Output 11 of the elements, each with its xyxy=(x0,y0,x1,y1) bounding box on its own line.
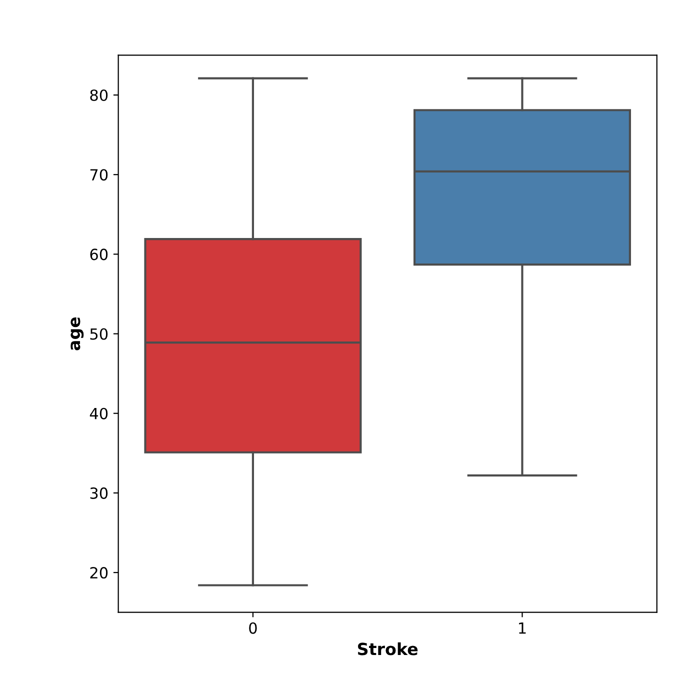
x-tick-label: 0 xyxy=(249,622,257,634)
y-tick-label: 30 xyxy=(90,487,108,499)
y-tick-label: 80 xyxy=(90,89,108,102)
y-tick-label: 50 xyxy=(90,328,108,340)
y-tick-label: 40 xyxy=(90,408,108,420)
x-axis-title: Stroke xyxy=(358,642,418,656)
y-tick-label: 70 xyxy=(90,169,108,181)
y-tick-label: 20 xyxy=(90,566,108,579)
y-axis-title: age xyxy=(70,317,84,350)
y-tick-label: 60 xyxy=(90,248,108,260)
x-tick-label: 1 xyxy=(519,622,526,634)
